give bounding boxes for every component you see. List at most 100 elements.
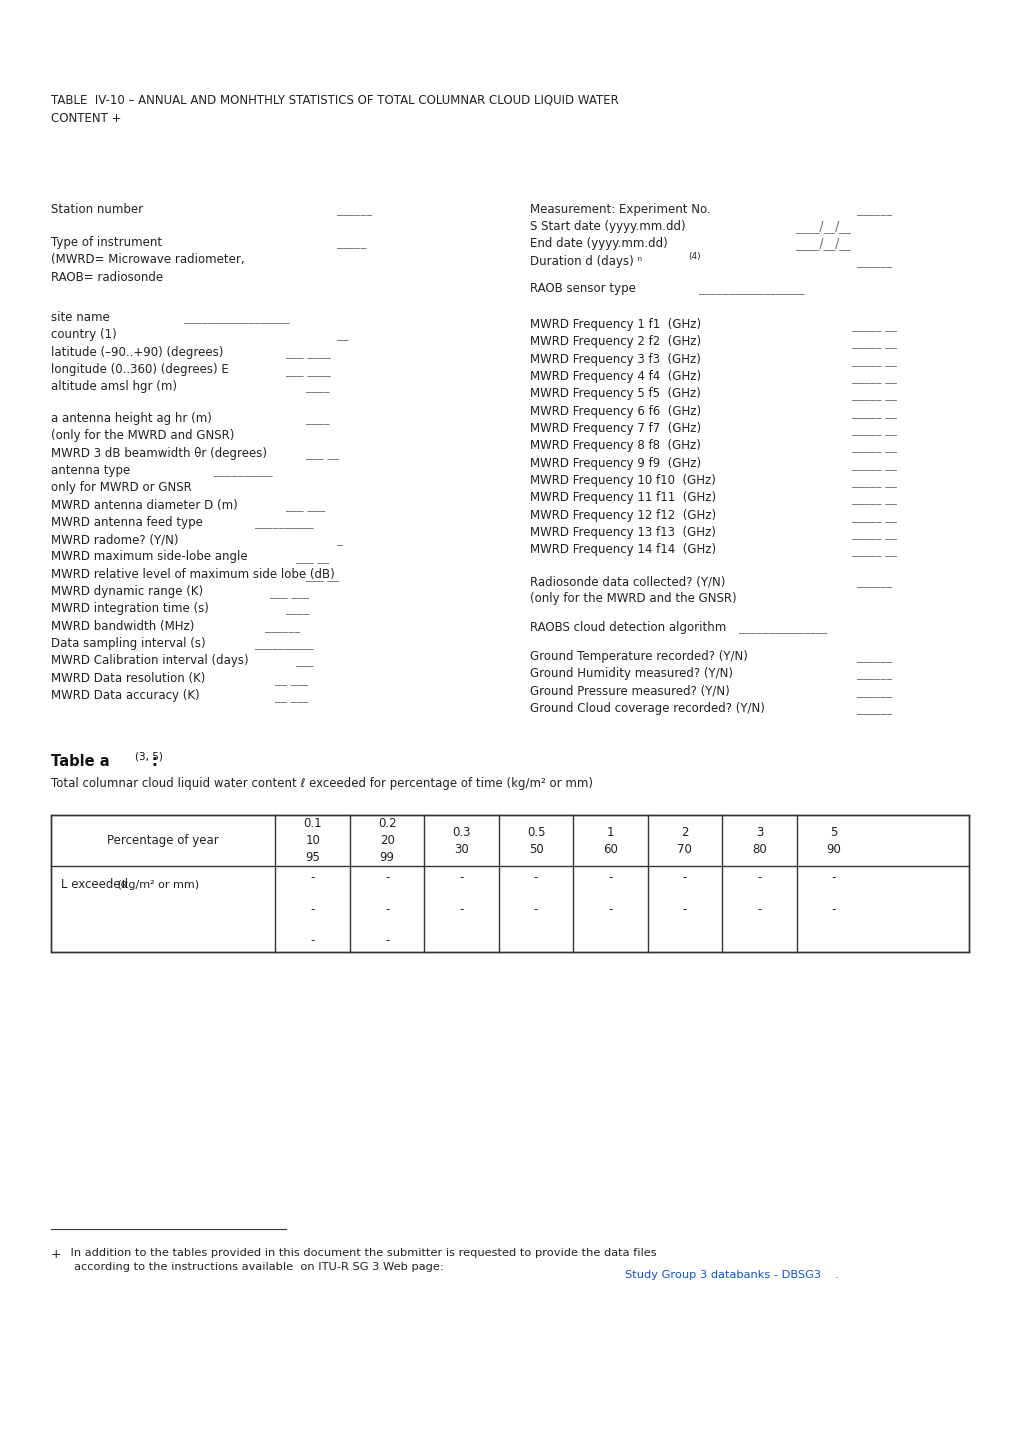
Text: _______________: _______________ bbox=[739, 620, 826, 635]
Text: MWRD Frequency 10 f10  (GHz): MWRD Frequency 10 f10 (GHz) bbox=[530, 473, 715, 488]
Text: MWRD antenna feed type: MWRD antenna feed type bbox=[51, 515, 203, 530]
Text: -: - bbox=[682, 902, 687, 916]
Text: MWRD Frequency 14 f14  (GHz): MWRD Frequency 14 f14 (GHz) bbox=[530, 543, 715, 557]
Text: __________: __________ bbox=[255, 515, 314, 530]
Bar bbox=[51, 815, 968, 952]
Text: -: - bbox=[384, 870, 389, 885]
Text: :: : bbox=[151, 755, 157, 769]
Text: MWRD Data accuracy (K): MWRD Data accuracy (K) bbox=[51, 688, 200, 703]
Text: Measurement: Experiment No.: Measurement: Experiment No. bbox=[530, 202, 710, 216]
Text: antenna type: antenna type bbox=[51, 463, 130, 478]
Text: Ground Pressure measured? (Y/N): Ground Pressure measured? (Y/N) bbox=[530, 684, 730, 698]
Text: -: - bbox=[756, 870, 761, 885]
Text: 5
90: 5 90 bbox=[825, 825, 841, 856]
Text: MWRD Frequency 3 f3  (GHz): MWRD Frequency 3 f3 (GHz) bbox=[530, 352, 701, 367]
Text: Percentage of year: Percentage of year bbox=[107, 834, 219, 847]
Text: Data sampling interval (s): Data sampling interval (s) bbox=[51, 636, 206, 651]
Text: -: - bbox=[533, 870, 538, 885]
Text: MWRD bandwidth (MHz): MWRD bandwidth (MHz) bbox=[51, 619, 195, 633]
Text: -: - bbox=[830, 902, 836, 916]
Text: 1
60: 1 60 bbox=[602, 825, 618, 856]
Text: ____/__/__: ____/__/__ bbox=[795, 237, 850, 251]
Text: -: - bbox=[310, 902, 315, 916]
Text: -: - bbox=[384, 902, 389, 916]
Text: MWRD Frequency 11 f11  (GHz): MWRD Frequency 11 f11 (GHz) bbox=[530, 491, 715, 505]
Text: _____ __: _____ __ bbox=[851, 473, 896, 488]
Text: _____ __: _____ __ bbox=[851, 456, 896, 470]
Text: .: . bbox=[834, 1270, 838, 1280]
Text: _____ __: _____ __ bbox=[851, 439, 896, 453]
Text: __________________: __________________ bbox=[183, 310, 289, 325]
Text: MWRD Frequency 12 f12  (GHz): MWRD Frequency 12 f12 (GHz) bbox=[530, 508, 715, 522]
Text: MWRD integration time (s): MWRD integration time (s) bbox=[51, 602, 209, 616]
Text: +: + bbox=[51, 1248, 61, 1261]
Text: ___ ___: ___ ___ bbox=[270, 584, 309, 599]
Text: ______: ______ bbox=[856, 574, 892, 589]
Text: -: - bbox=[533, 902, 538, 916]
Text: MWRD Data resolution (K): MWRD Data resolution (K) bbox=[51, 671, 205, 685]
Text: MWRD Frequency 8 f8  (GHz): MWRD Frequency 8 f8 (GHz) bbox=[530, 439, 701, 453]
Text: MWRD Calibration interval (days): MWRD Calibration interval (days) bbox=[51, 654, 249, 668]
Text: ______: ______ bbox=[856, 701, 892, 716]
Text: MWRD Frequency 6 f6  (GHz): MWRD Frequency 6 f6 (GHz) bbox=[530, 404, 701, 418]
Text: Study Group 3 databanks - DBSG3: Study Group 3 databanks - DBSG3 bbox=[625, 1270, 820, 1280]
Text: __ ___: __ ___ bbox=[275, 671, 308, 685]
Text: _: _ bbox=[336, 532, 342, 547]
Text: Type of instrument: Type of instrument bbox=[51, 235, 162, 250]
Text: ____: ____ bbox=[285, 602, 309, 616]
Text: __________: __________ bbox=[255, 636, 314, 651]
Text: _____ __: _____ __ bbox=[851, 421, 896, 436]
Text: -: - bbox=[682, 870, 687, 885]
Text: -: - bbox=[607, 902, 612, 916]
Text: Table a: Table a bbox=[51, 755, 109, 769]
Text: _____ __: _____ __ bbox=[851, 352, 896, 367]
Text: (only for the MWRD and the GNSR): (only for the MWRD and the GNSR) bbox=[530, 592, 737, 606]
Text: ______: ______ bbox=[265, 619, 301, 633]
Text: Ground Temperature recorded? (Y/N): Ground Temperature recorded? (Y/N) bbox=[530, 649, 748, 664]
Text: _____ __: _____ __ bbox=[851, 491, 896, 505]
Text: Duration d (days) ⁿ: Duration d (days) ⁿ bbox=[530, 254, 642, 268]
Text: 0.1
10
95: 0.1 10 95 bbox=[303, 817, 322, 864]
Text: TABLE  IV-10 – ANNUAL AND MONHTHLY STATISTICS OF TOTAL COLUMNAR CLOUD LIQUID WAT: TABLE IV-10 – ANNUAL AND MONHTHLY STATIS… bbox=[51, 94, 619, 124]
Text: ___: ___ bbox=[296, 654, 313, 668]
Text: -: - bbox=[756, 902, 761, 916]
Text: Ground Cloud coverage recorded? (Y/N): Ground Cloud coverage recorded? (Y/N) bbox=[530, 701, 764, 716]
Text: In addition to the tables provided in this document the submitter is requested t: In addition to the tables provided in th… bbox=[56, 1248, 656, 1273]
Text: 0.2
20
99: 0.2 20 99 bbox=[377, 817, 396, 864]
Text: _____ __: _____ __ bbox=[851, 335, 896, 349]
Text: __: __ bbox=[336, 328, 348, 342]
Text: -: - bbox=[459, 902, 464, 916]
Text: RAOBS cloud detection algorithm: RAOBS cloud detection algorithm bbox=[530, 620, 726, 635]
Text: MWRD Frequency 5 f5  (GHz): MWRD Frequency 5 f5 (GHz) bbox=[530, 387, 701, 401]
Text: MWRD antenna diameter D (m): MWRD antenna diameter D (m) bbox=[51, 498, 237, 512]
Text: _____ __: _____ __ bbox=[851, 543, 896, 557]
Text: MWRD Frequency 4 f4  (GHz): MWRD Frequency 4 f4 (GHz) bbox=[530, 369, 701, 384]
Text: a antenna height ag hr (m): a antenna height ag hr (m) bbox=[51, 411, 212, 426]
Text: MWRD Frequency 9 f9  (GHz): MWRD Frequency 9 f9 (GHz) bbox=[530, 456, 701, 470]
Text: ______: ______ bbox=[856, 202, 892, 216]
Text: -: - bbox=[459, 870, 464, 885]
Text: 2
70: 2 70 bbox=[677, 825, 692, 856]
Text: L exceeded: L exceeded bbox=[61, 877, 128, 892]
Text: MWRD maximum side-lobe angle: MWRD maximum side-lobe angle bbox=[51, 550, 248, 564]
Text: MWRD Frequency 13 f13  (GHz): MWRD Frequency 13 f13 (GHz) bbox=[530, 525, 715, 540]
Text: (kg/m² or mm): (kg/m² or mm) bbox=[107, 880, 199, 889]
Text: ____: ____ bbox=[306, 411, 329, 426]
Text: (only for the MWRD and GNSR): (only for the MWRD and GNSR) bbox=[51, 429, 234, 443]
Text: MWRD radome? (Y/N): MWRD radome? (Y/N) bbox=[51, 532, 178, 547]
Text: S Start date (yyyy.mm.dd): S Start date (yyyy.mm.dd) bbox=[530, 219, 686, 234]
Text: ______: ______ bbox=[336, 202, 372, 216]
Text: (3, 5): (3, 5) bbox=[135, 752, 162, 760]
Text: ___ __: ___ __ bbox=[306, 567, 338, 582]
Text: _____ __: _____ __ bbox=[851, 525, 896, 540]
Text: Ground Humidity measured? (Y/N): Ground Humidity measured? (Y/N) bbox=[530, 667, 733, 681]
Text: _____ __: _____ __ bbox=[851, 317, 896, 332]
Text: ___ ____: ___ ____ bbox=[285, 345, 330, 359]
Text: _____ __: _____ __ bbox=[851, 508, 896, 522]
Text: only for MWRD or GNSR: only for MWRD or GNSR bbox=[51, 481, 192, 495]
Text: -: - bbox=[310, 934, 315, 948]
Text: MWRD Frequency 1 f1  (GHz): MWRD Frequency 1 f1 (GHz) bbox=[530, 317, 701, 332]
Text: ___ __: ___ __ bbox=[306, 446, 338, 460]
Text: ______: ______ bbox=[856, 254, 892, 268]
Text: -: - bbox=[607, 870, 612, 885]
